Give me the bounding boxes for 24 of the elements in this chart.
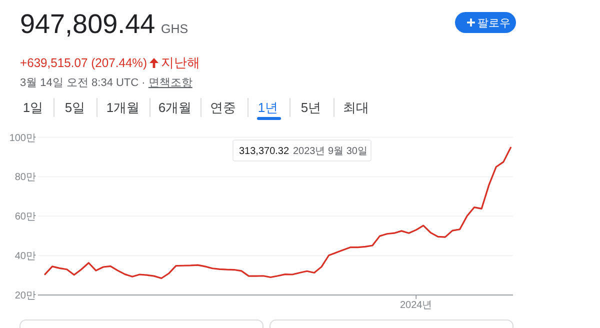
chart-title: 947,809.44 — [20, 9, 156, 39]
text: 지난해 — [161, 55, 200, 70]
text: 6개월 — [158, 100, 192, 115]
y-tick-label: 100만 — [9, 132, 36, 144]
y-tick-label: 20만 — [14, 290, 36, 302]
text: 면책조항 — [148, 77, 192, 89]
text: 5년 — [300, 100, 322, 115]
text: 연중 — [210, 100, 236, 115]
line-series — [44, 146, 512, 280]
annotation: 2023년 9월 30일 — [293, 146, 368, 157]
annotation: 313,370.32 — [239, 146, 290, 157]
y-tick-label: 40만 — [14, 251, 36, 262]
text: 1일 — [22, 100, 44, 115]
y-tick-label: 80만 — [14, 172, 36, 184]
text: 최대 — [343, 100, 369, 115]
x-tick-label: 2024년 — [400, 300, 432, 311]
text: 1개월 — [106, 100, 140, 115]
text: +639,515.07 (207.44%) — [20, 56, 152, 70]
text: 팔로우 — [478, 18, 510, 30]
chart-subtitle: GHS — [161, 22, 188, 36]
y-tick-label: 60만 — [14, 212, 36, 223]
text: 1년 — [258, 100, 278, 115]
text: 5일 — [64, 100, 86, 115]
text: 3월 14일 오전 8:34 UTC · — [20, 77, 146, 89]
